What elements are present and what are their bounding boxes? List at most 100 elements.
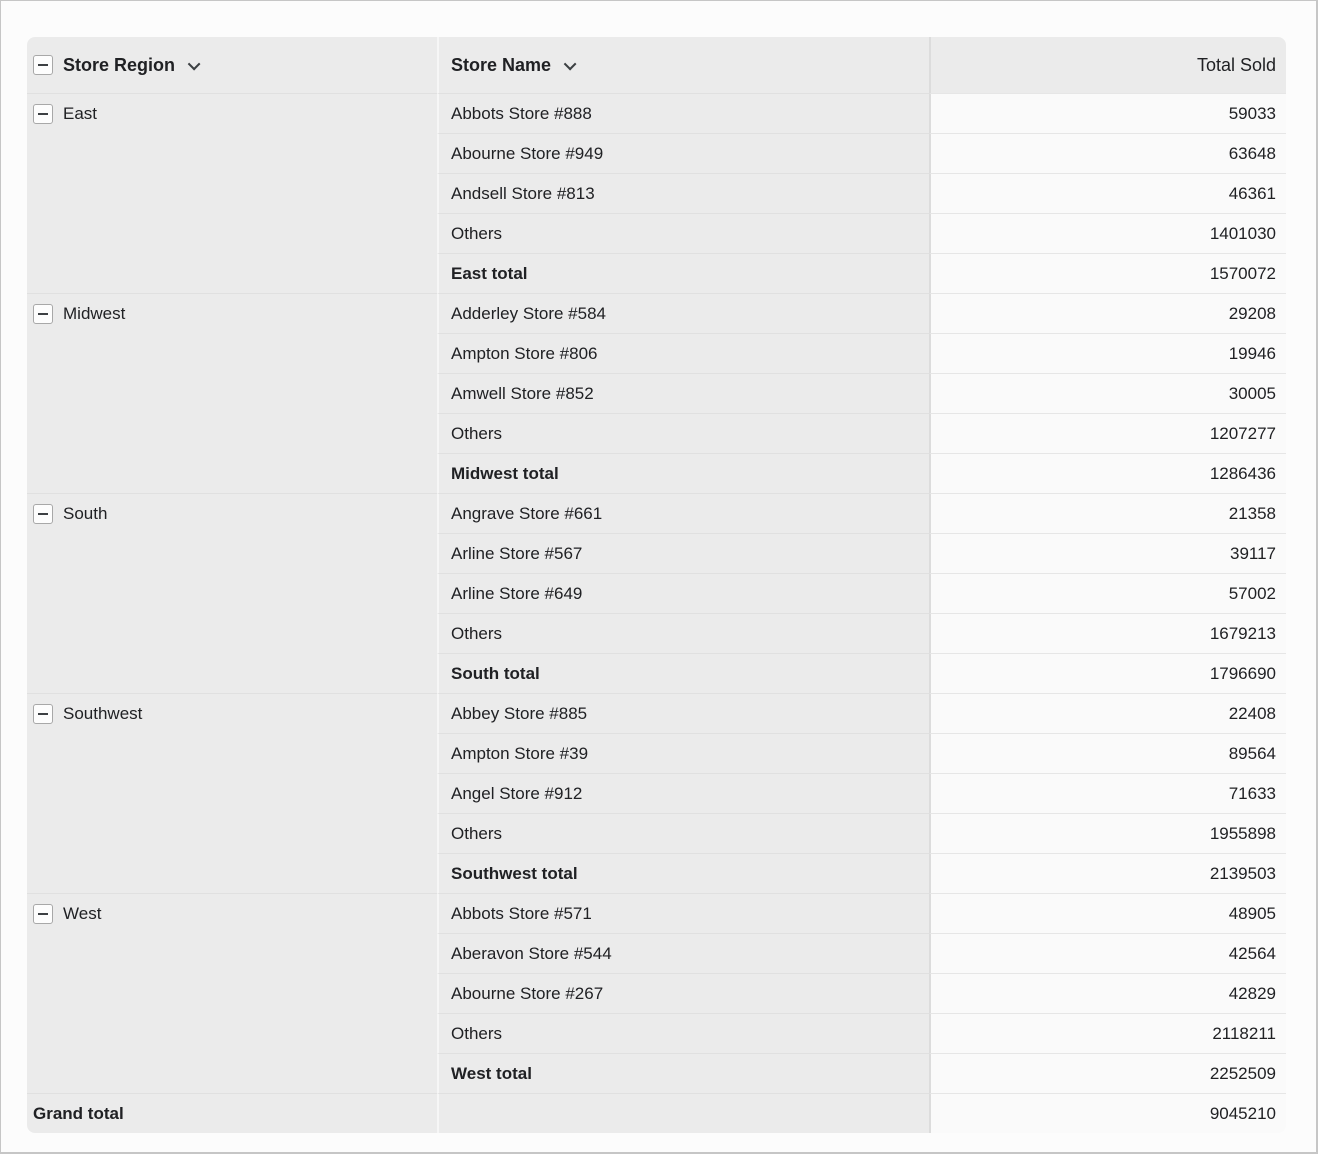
store-name-cell: Abourne Store #949 — [437, 133, 929, 173]
group-total-value-cell: 1796690 — [929, 653, 1286, 693]
table-row: Others 1207277 — [27, 413, 1286, 453]
total-sold-cell: 57002 — [929, 573, 1286, 613]
store-name-cell: Amwell Store #852 — [437, 373, 929, 413]
total-sold-cell: 42829 — [929, 973, 1286, 1013]
total-sold-cell: 59033 — [929, 93, 1286, 133]
minus-icon — [38, 513, 48, 515]
collapse-icon[interactable] — [33, 504, 53, 524]
column-header-store-name[interactable]: Store Name — [437, 37, 929, 93]
total-sold-cell: 46361 — [929, 173, 1286, 213]
store-name-cell: Ampton Store #39 — [437, 733, 929, 773]
store-name-cell: Angel Store #912 — [437, 773, 929, 813]
header-row: Store Region Store Name Total Sold — [27, 37, 1286, 93]
collapse-icon[interactable] — [33, 104, 53, 124]
store-name-cell: Abbey Store #885 — [437, 693, 929, 733]
group-total-label-cell: South total — [437, 653, 929, 693]
column-header-total-sold[interactable]: Total Sold — [929, 37, 1286, 93]
total-sold-cell: 29208 — [929, 293, 1286, 333]
store-name-cell: Aberavon Store #544 — [437, 933, 929, 973]
region-cell: Midwest — [27, 293, 437, 493]
table-row: Arline Store #567 39117 — [27, 533, 1286, 573]
table-row: Southwest Abbey Store #885 22408 — [27, 693, 1286, 893]
total-sold-cell: 39117 — [929, 533, 1286, 573]
pivot-table-grid: Store Region Store Name Total Sold — [27, 37, 1286, 1133]
column-header-store-region[interactable]: Store Region — [27, 37, 437, 93]
table-row: Amwell Store #852 30005 — [27, 373, 1286, 413]
store-name-cell: Others — [437, 1013, 929, 1053]
table-row: Ampton Store #39 89564 — [27, 733, 1286, 773]
grand-total-label-cell: Grand total — [27, 1093, 437, 1133]
table-row: Abourne Store #267 42829 — [27, 973, 1286, 1013]
region-label: East — [63, 104, 98, 123]
minus-icon — [38, 313, 48, 315]
table-row: Others 2118211 — [27, 1013, 1286, 1053]
chevron-down-icon[interactable] — [187, 57, 201, 70]
column-header-label: Total Sold — [1196, 54, 1276, 75]
region-label: West — [63, 904, 102, 923]
collapse-icon[interactable] — [33, 304, 53, 324]
minus-icon — [38, 113, 48, 115]
total-sold-cell: 19946 — [929, 333, 1286, 373]
collapse-icon[interactable] — [33, 704, 53, 724]
table-row: Abourne Store #949 63648 — [27, 133, 1286, 173]
total-sold-cell: 63648 — [929, 133, 1286, 173]
total-sold-cell: 1401030 — [929, 213, 1286, 253]
total-sold-cell: 30005 — [929, 373, 1286, 413]
region-label: Midwest — [63, 304, 126, 323]
collapse-icon[interactable] — [33, 904, 53, 924]
table-row: Others 1955898 — [27, 813, 1286, 853]
total-sold-cell: 21358 — [929, 493, 1286, 533]
table-row: West Abbots Store #571 48905 — [27, 893, 1286, 1093]
column-header-label: Store Region — [63, 54, 176, 75]
group-total-label-cell: West total — [437, 1053, 929, 1093]
column-header-label: Store Name — [451, 54, 552, 75]
store-name-cell: Others — [437, 813, 929, 853]
grand-total-value-cell: 9045210 — [929, 1093, 1286, 1133]
group-total-value-cell: 1286436 — [929, 453, 1286, 493]
table-row: Aberavon Store #544 42564 — [27, 933, 1286, 973]
grand-total-row: Grand total 9045210 — [27, 1093, 1286, 1133]
region-cell: West — [27, 893, 437, 1093]
region-cell: Southwest — [27, 693, 437, 893]
store-name-cell: Andsell Store #813 — [437, 173, 929, 213]
table-row: Others 1401030 — [27, 213, 1286, 253]
total-sold-cell: 48905 — [929, 893, 1286, 933]
table-row: Others 1679213 — [27, 613, 1286, 653]
group-total-row: South total 1796690 — [27, 653, 1286, 693]
group-total-value-cell: 2252509 — [929, 1053, 1286, 1093]
store-name-cell: Arline Store #649 — [437, 573, 929, 613]
group-total-row: Southwest total 2139503 — [27, 853, 1286, 893]
store-name-cell: Others — [437, 213, 929, 253]
store-name-cell — [437, 1093, 929, 1133]
total-sold-cell: 42564 — [929, 933, 1286, 973]
minus-icon — [38, 713, 48, 715]
store-name-cell: Others — [437, 413, 929, 453]
group-total-row: East total 1570072 — [27, 253, 1286, 293]
region-cell: East — [27, 93, 437, 293]
chevron-down-icon[interactable] — [563, 57, 577, 70]
group-total-row: Midwest total 1286436 — [27, 453, 1286, 493]
store-name-cell: Abbots Store #888 — [437, 93, 929, 133]
table-row: East Abbots Store #888 59033 — [27, 93, 1286, 293]
store-name-cell: Arline Store #567 — [437, 533, 929, 573]
collapse-icon[interactable] — [33, 55, 53, 75]
total-sold-cell: 1955898 — [929, 813, 1286, 853]
group-total-label-cell: Midwest total — [437, 453, 929, 493]
table-row: Ampton Store #806 19946 — [27, 333, 1286, 373]
total-sold-cell: 1207277 — [929, 413, 1286, 453]
store-name-cell: Angrave Store #661 — [437, 493, 929, 533]
region-cell: South — [27, 493, 437, 693]
group-total-row: West total 2252509 — [27, 1053, 1286, 1093]
minus-icon — [38, 64, 48, 66]
table-row: Midwest Adderley Store #584 29208 — [27, 293, 1286, 493]
store-name-cell: Abourne Store #267 — [437, 973, 929, 1013]
minus-icon — [38, 913, 48, 915]
total-sold-cell: 89564 — [929, 733, 1286, 773]
group-total-label-cell: East total — [437, 253, 929, 293]
store-name-cell: Abbots Store #571 — [437, 893, 929, 933]
store-name-cell: Others — [437, 613, 929, 653]
store-name-cell: Adderley Store #584 — [437, 293, 929, 333]
pivot-table: Store Region Store Name Total Sold — [27, 37, 1286, 1133]
group-total-value-cell: 2139503 — [929, 853, 1286, 893]
